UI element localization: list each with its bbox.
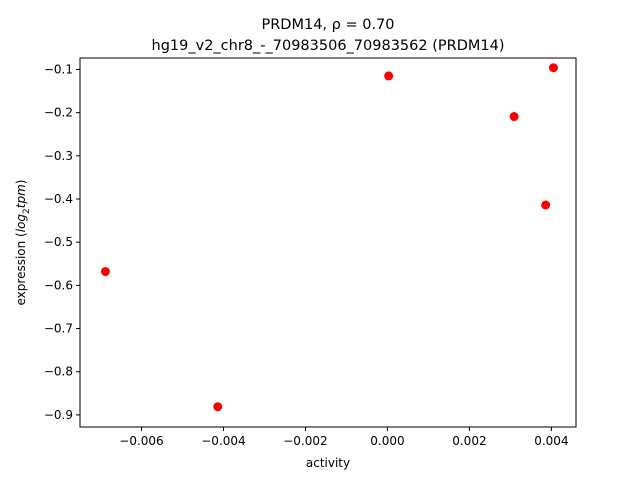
y-tick-label: −0.6 xyxy=(44,278,73,292)
x-axis-label: activity xyxy=(306,456,350,470)
y-axis-label-subscript: 2 xyxy=(22,208,32,214)
y-axis-label-tpm: tpm xyxy=(14,184,28,208)
data-point xyxy=(548,63,558,73)
y-tick-label: −0.4 xyxy=(44,192,73,206)
x-tick-label: 0.004 xyxy=(534,434,568,448)
y-axis-ticks: −0.1 −0.2 −0.3 −0.4 −0.5 −0.6 −0.7 −0.8 −0.9 xyxy=(44,62,80,422)
x-axis-ticks: −0.006 −0.004 −0.002 0.000 0.002 0.004 xyxy=(119,427,569,448)
y-tick-label: −0.9 xyxy=(44,408,73,422)
x-tick-label: −0.002 xyxy=(283,434,327,448)
y-tick-label: −0.5 xyxy=(44,235,73,249)
x-tick-label: −0.004 xyxy=(201,434,245,448)
y-axis-label-prefix: expression ( xyxy=(14,232,28,305)
chart-title-line-1: PRDM14, ρ = 0.70 xyxy=(261,17,394,33)
data-points xyxy=(100,63,558,412)
y-axis-label-suffix: ) xyxy=(14,180,28,185)
x-tick-label: −0.006 xyxy=(119,434,163,448)
data-point xyxy=(100,267,110,277)
y-tick-label: −0.3 xyxy=(44,149,73,163)
x-tick-label: 0.000 xyxy=(370,434,404,448)
y-axis-label: expression (log2tpm) xyxy=(14,180,32,306)
x-tick-label: 0.002 xyxy=(452,434,486,448)
data-point xyxy=(509,112,519,122)
y-tick-label: −0.1 xyxy=(44,62,73,76)
data-point xyxy=(213,402,223,412)
data-point xyxy=(541,200,551,210)
y-axis-label-log: log xyxy=(14,214,28,233)
plot-area xyxy=(79,57,577,428)
y-tick-label: −0.7 xyxy=(44,322,73,336)
chart-title-line-2: hg19_v2_chr8_-_70983506_70983562 (PRDM14… xyxy=(152,38,505,54)
data-point xyxy=(384,71,394,81)
y-tick-label: −0.8 xyxy=(44,365,73,379)
y-tick-label: −0.2 xyxy=(44,106,73,120)
